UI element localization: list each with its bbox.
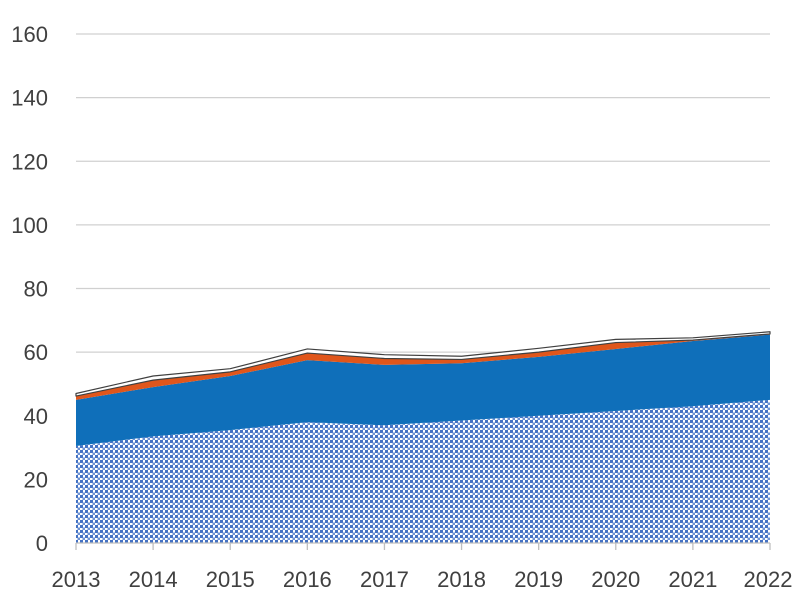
x-tick-label: 2022 bbox=[744, 567, 793, 592]
y-tick-label: 120 bbox=[11, 149, 48, 174]
y-tick-label: 100 bbox=[11, 213, 48, 238]
area-series-3 bbox=[76, 333, 770, 400]
y-tick-label: 160 bbox=[11, 22, 48, 47]
y-tick-label: 40 bbox=[24, 404, 48, 429]
area-series-2 bbox=[76, 334, 770, 446]
x-tick-label: 2021 bbox=[668, 567, 717, 592]
x-tick-label: 2017 bbox=[360, 567, 409, 592]
y-tick-label: 0 bbox=[36, 531, 48, 556]
x-tick-label: 2020 bbox=[591, 567, 640, 592]
area-series-4 bbox=[75, 331, 771, 397]
x-tick-label: 2018 bbox=[437, 567, 486, 592]
y-tick-label: 80 bbox=[24, 277, 48, 302]
x-axis-tick-labels: 2013 2014 2015 2016 2017 2018 2019 2020 2021 2022 bbox=[52, 567, 793, 592]
x-axis bbox=[75, 542, 771, 550]
y-tick-label: 20 bbox=[24, 467, 48, 492]
area-series-1 bbox=[76, 399, 770, 543]
y-tick-label: 140 bbox=[11, 86, 48, 111]
x-tick-label: 2013 bbox=[52, 567, 101, 592]
x-tick-label: 2019 bbox=[514, 567, 563, 592]
area-series-group bbox=[75, 331, 771, 543]
y-axis-tick-labels: 0 20 40 60 80 100 120 140 160 bbox=[11, 22, 48, 556]
x-tick-label: 2015 bbox=[206, 567, 255, 592]
x-tick-label: 2016 bbox=[283, 567, 332, 592]
y-tick-label: 60 bbox=[24, 340, 48, 365]
x-tick-label: 2014 bbox=[129, 567, 178, 592]
